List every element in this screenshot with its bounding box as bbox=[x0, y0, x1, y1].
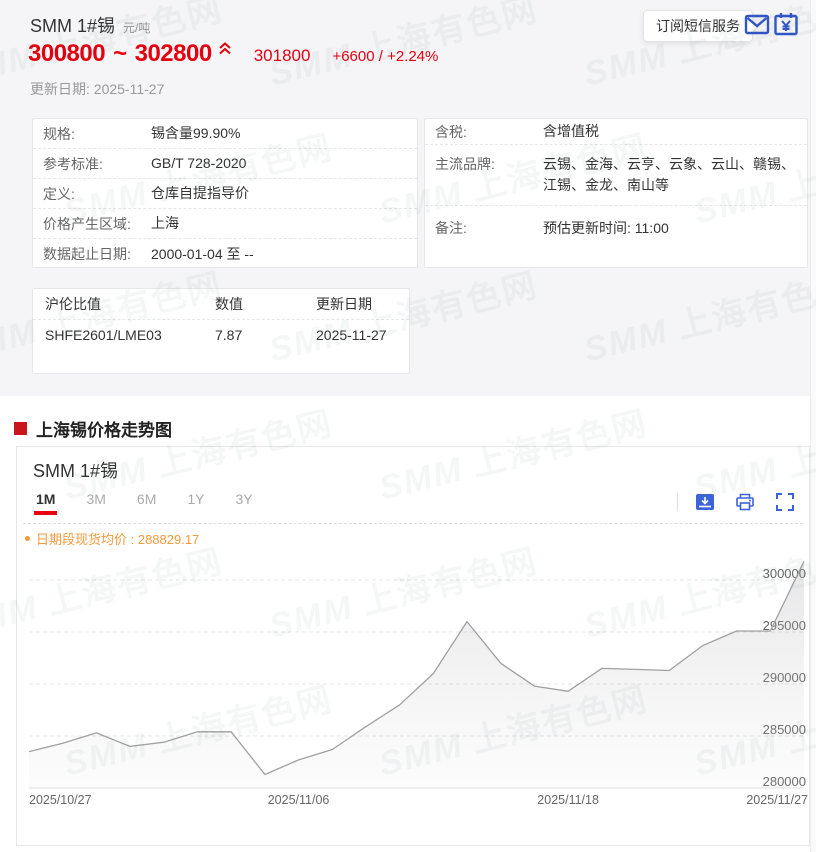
row-value: 仓库自提指导价 bbox=[151, 185, 249, 201]
price-chart[interactable]: 2800002850002900002950003000002025/10/27… bbox=[17, 544, 809, 816]
fullscreen-icon[interactable] bbox=[775, 492, 795, 512]
table-row: 定义: 仓库自提指导价 bbox=[33, 179, 417, 209]
column-header: 数值 bbox=[215, 296, 243, 312]
price-change: +6600 / +2.24% bbox=[332, 48, 439, 65]
product-unit: 元/吨 bbox=[123, 21, 151, 35]
tab-1y[interactable]: 1Y bbox=[187, 491, 205, 507]
series-line bbox=[28, 561, 805, 776]
y-axis-label: 300000 bbox=[763, 566, 806, 581]
price-high: 302800 bbox=[134, 40, 213, 67]
product-title: SMM 1#锡 bbox=[30, 16, 116, 36]
spec-table: 规格: 锡含量99.90% 参考标准: GB/T 728-2020 定义: 仓库自提指导价… bbox=[32, 118, 418, 268]
table-row: 参考标准: GB/T 728-2020 bbox=[33, 149, 417, 179]
row-label: 含税: bbox=[435, 123, 467, 140]
toolbar-divider bbox=[677, 493, 678, 511]
price-low: 300800 bbox=[28, 40, 106, 67]
scrollbar-track[interactable] bbox=[810, 0, 816, 852]
tab-3y[interactable]: 3Y bbox=[235, 491, 253, 507]
chart-card: SMM 1#锡 1M 3M 6M 1Y 3Y 日期段现货均价 : 288829.17 2… bbox=[16, 446, 810, 846]
chart-legend: 日期段现货均价 : 288829.17 bbox=[25, 529, 199, 548]
row-label: 数据起止日期: bbox=[43, 246, 131, 262]
cell-value: 2025-11-27 bbox=[316, 327, 387, 343]
row-label: 参考标准: bbox=[43, 155, 103, 172]
row-label: 备注: bbox=[435, 220, 467, 236]
tab-3m[interactable]: 3M bbox=[86, 491, 106, 507]
price-summary-panel: SMM 1#锡 元/吨 300800 ~ 302800 301800 +6600 … bbox=[0, 0, 816, 396]
row-label: 主流品牌: bbox=[435, 156, 495, 172]
column-header: 更新日期 bbox=[316, 296, 372, 312]
row-value: 锡含量99.90% bbox=[151, 125, 241, 141]
table-row: 数据起止日期: 2000-01-04 至 -- bbox=[33, 239, 417, 269]
cell-value: SHFE2601/LME03 bbox=[45, 327, 162, 343]
table-row: 主流品牌: 云锡、金海、云亨、云象、云山、赣锡、江锡、金龙、南山等 bbox=[425, 145, 807, 206]
tab-6m[interactable]: 6M bbox=[136, 491, 157, 507]
row-value: 云锡、金海、云亨、云象、云山、赣锡、江锡、金龙、南山等 bbox=[543, 156, 795, 193]
price-average: 301800 bbox=[253, 46, 311, 65]
table-row: 备注: 预估更新时间: 11:00 bbox=[425, 206, 807, 257]
table-row: 规格: 锡含量99.90% bbox=[33, 119, 417, 149]
print-icon[interactable] bbox=[735, 492, 755, 512]
update-date-label: 更新日期: bbox=[30, 81, 94, 97]
column-header: 沪伦比值 bbox=[45, 296, 101, 312]
cell-value: 7.87 bbox=[215, 327, 243, 343]
update-date: 更新日期: 2025-11-27 bbox=[30, 79, 164, 99]
info-table: 含税: 含增值税主流品牌: 云锡、金海、云亨、云象、云山、赣锡、江锡、金龙、南山等备… bbox=[424, 118, 808, 268]
double-chevron-up-icon bbox=[218, 42, 232, 60]
section-title: 上海锡价格走势图 bbox=[36, 421, 172, 440]
row-value: 含增值税 bbox=[543, 123, 599, 139]
download-image-icon[interactable] bbox=[695, 492, 715, 512]
row-value: 预估更新时间: 11:00 bbox=[543, 220, 669, 236]
section-bullet bbox=[14, 422, 27, 435]
row-value: 上海 bbox=[151, 215, 179, 231]
series-area bbox=[29, 561, 804, 788]
chart-title: SMM 1#锡 bbox=[33, 461, 119, 481]
mail-subscribe-icon[interactable] bbox=[744, 11, 770, 37]
price-separator: ~ bbox=[113, 40, 127, 67]
legend-label: 日期段现货均价 : 288829.17 bbox=[36, 532, 200, 547]
legend-dot-icon bbox=[25, 536, 30, 541]
tab-1m[interactable]: 1M bbox=[33, 491, 58, 515]
ratio-table: 沪伦比值 数值 更新日期 SHFE2601/LME03 7.87 2025-11-27 bbox=[32, 288, 410, 374]
x-axis-label: 2025/11/18 bbox=[537, 793, 599, 807]
table-row: SHFE2601/LME03 7.87 2025-11-27 bbox=[33, 320, 409, 350]
price-row: 300800 ~ 302800 301800 +6600 / +2.24% bbox=[28, 40, 438, 68]
row-value: 2000-01-04 至 -- bbox=[151, 245, 254, 262]
table-row: 含税: 含增值税 bbox=[425, 119, 807, 145]
row-label: 价格产生区域: bbox=[43, 215, 131, 232]
row-value: GB/T 728-2020 bbox=[151, 155, 247, 171]
trend-section-heading: 上海锡价格走势图 bbox=[14, 416, 172, 441]
row-label: 规格: bbox=[43, 125, 75, 142]
product-title-row: SMM 1#锡 元/吨 bbox=[30, 12, 150, 38]
x-axis-label: 2025/11/27 bbox=[746, 793, 808, 807]
update-date-value: 2025-11-27 bbox=[93, 81, 165, 97]
tabs-divider bbox=[23, 523, 803, 524]
subscribe-sms-tooltip[interactable]: 订阅短信服务 bbox=[643, 10, 759, 42]
range-tabs: 1M 3M 6M 1Y 3Y bbox=[33, 491, 284, 515]
x-axis-label: 2025/11/06 bbox=[268, 793, 330, 807]
x-axis-label: 2025/10/27 bbox=[29, 793, 92, 807]
price-list-icon[interactable] bbox=[773, 11, 799, 37]
subscribe-sms-label: 订阅短信服务 bbox=[656, 18, 740, 34]
row-label: 定义: bbox=[43, 185, 75, 202]
table-row: 价格产生区域: 上海 bbox=[33, 209, 417, 239]
ratio-header-row: 沪伦比值 数值 更新日期 bbox=[33, 289, 409, 320]
